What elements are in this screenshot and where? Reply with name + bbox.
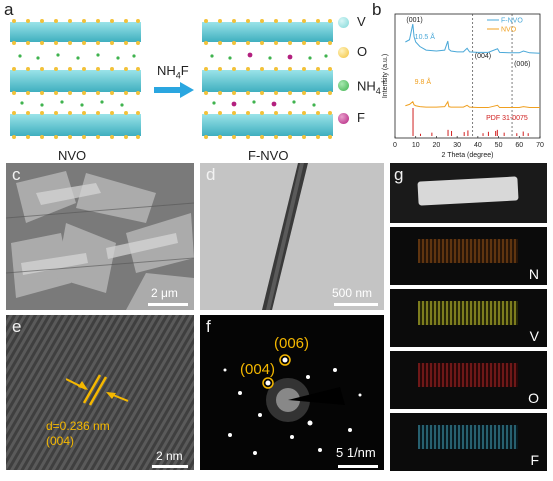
peak-006-label: (006) (514, 61, 530, 68)
nh4f-arrow-label: NH4F (157, 63, 189, 81)
x-tick-label: 50 (495, 142, 503, 149)
spacing-nvo-label: 9.8 Å (415, 77, 432, 86)
plot-frame (394, 13, 541, 139)
x-tick-label: 0 (393, 142, 397, 149)
legend-nh4-label: NH4+ (357, 77, 387, 96)
x-tick-label: 70 (536, 142, 544, 149)
eds-label-f: F (530, 452, 539, 468)
peak-004-label: (004) (475, 53, 491, 60)
fnvo-caption: F-NVO (248, 148, 289, 163)
panel-e-hrtem-image: e d=0.236 nm (004) 2 nm (6, 315, 194, 470)
panel-d-tem-image: d 500 nm (200, 163, 384, 310)
scalebar-d-label: 500 nm (332, 286, 373, 300)
lattice-plane-label: (004) (46, 434, 75, 448)
legend-v-dot (338, 17, 349, 28)
spacing-fnvo-label: 10.5 Å (415, 32, 436, 41)
fnvo-crystal-structure (202, 19, 333, 139)
eds-map-v: V (390, 289, 547, 347)
x-axis-label: 2 Theta (degree) (441, 152, 493, 159)
x-tick-label: 20 (433, 142, 441, 149)
x-tick-label: 10 (412, 142, 420, 149)
saed-spot-004: (004) (240, 361, 276, 378)
scalebar-f (338, 465, 378, 468)
scalebar-c (148, 303, 188, 306)
panel-e-label: e (12, 317, 22, 336)
panel-b-label: b (372, 0, 382, 19)
scalebar-e (152, 465, 188, 468)
panel-g-label: g (394, 165, 404, 184)
eds-label-n: N (528, 266, 539, 282)
x-tick-label: 60 (515, 142, 523, 149)
haadf-image: g (390, 163, 547, 223)
scalebar-e-label: 2 nm (156, 449, 183, 463)
scalebar-f-label: 5 1/nm (336, 445, 376, 460)
tem-nanobelt-image (200, 163, 384, 310)
x-tick-label: 30 (453, 142, 461, 149)
xrd-chart: 0 10 20 30 40 50 60 70 2 Theta (degree) Intensity… (382, 13, 544, 159)
panel-c-sem-image: c 2 μm (6, 163, 194, 310)
panel-g-eds-maps: g N V O F (390, 163, 547, 473)
hrtem-lattice-image (6, 315, 194, 470)
legend-label-1: NVO (501, 27, 517, 34)
panel-f-label: f (206, 317, 211, 336)
nvo-caption: NVO (58, 148, 87, 163)
lattice-marker-icon (66, 374, 129, 406)
legend-f-dot (338, 113, 349, 124)
panel-c-label: c (12, 165, 21, 184)
eds-map-n: N (390, 227, 547, 285)
panel-a: a NVO NH4F (0, 0, 386, 165)
legend-o-dot (338, 47, 349, 58)
eds-label-v: V (529, 328, 539, 344)
legend-label-0: F-NVO (501, 18, 523, 25)
nvo-crystal-structure (10, 19, 141, 139)
scalebar-d (334, 303, 378, 306)
eds-map-o: O (390, 351, 547, 409)
legend-nh4-dot (338, 80, 349, 91)
peak-001-label: (001) (406, 17, 422, 24)
eds-map-f: F (390, 413, 547, 471)
y-axis-label: Intensity (a.u.) (382, 54, 389, 98)
sem-nanobelts-image (6, 163, 194, 310)
panel-f-saed-image: f (006) (004) 5 1/nm (200, 315, 384, 470)
eds-label-o: O (528, 390, 539, 406)
reference-label: PDF 31-0075 (486, 115, 528, 122)
panel-d-label: d (206, 165, 216, 184)
right-arrow-icon (154, 82, 194, 98)
panel-a-label: a (4, 0, 14, 19)
scalebar-c-label: 2 μm (151, 286, 178, 300)
legend-f-label: F (357, 110, 365, 125)
saed-pattern-image (200, 315, 384, 470)
series-line-0 (405, 23, 541, 54)
legend-v-label: V (357, 14, 366, 29)
legend-o-label: O (357, 44, 368, 59)
x-tick-label: 40 (474, 142, 482, 149)
series-line-1 (405, 100, 540, 109)
d-spacing-label: d=0.236 nm (46, 419, 110, 433)
saed-spot-006: (006) (274, 335, 310, 352)
